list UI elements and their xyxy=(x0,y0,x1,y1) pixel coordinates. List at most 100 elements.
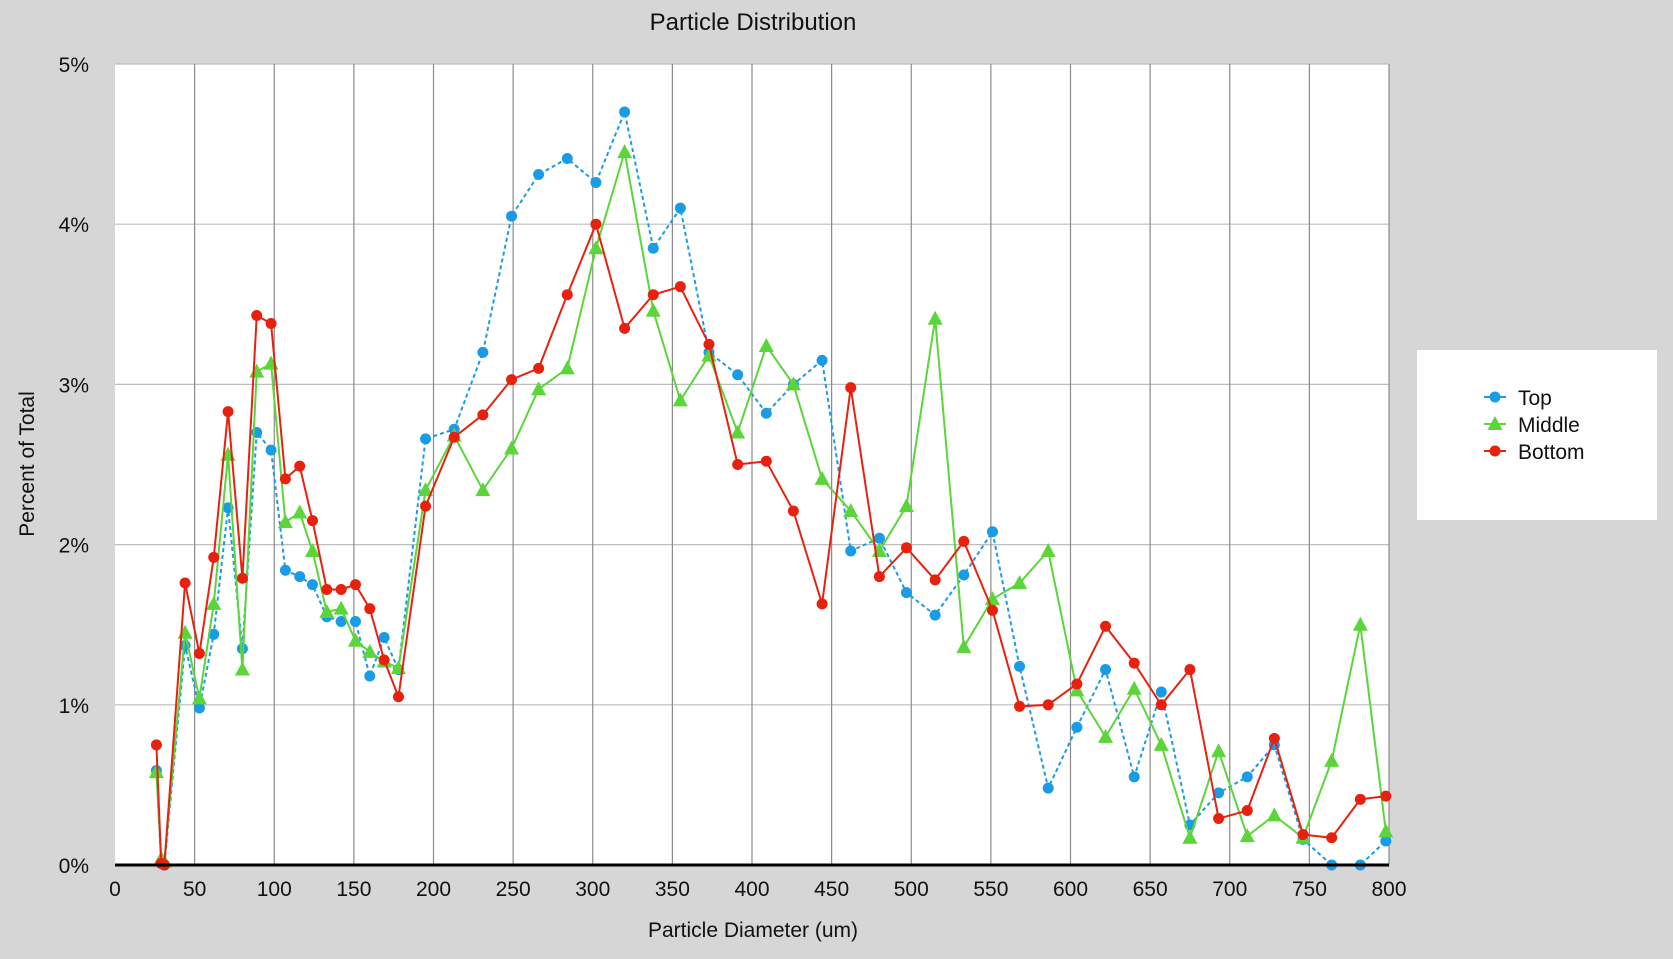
data-point-top xyxy=(590,177,602,189)
data-point-middle xyxy=(191,690,207,705)
legend-marker-top xyxy=(1489,391,1501,403)
data-point-bottom xyxy=(279,473,291,485)
x-tick-label: 150 xyxy=(336,878,371,901)
x-tick-label: 250 xyxy=(496,878,531,901)
data-point-middle xyxy=(1378,823,1394,838)
data-point-bottom xyxy=(845,382,857,394)
data-point-bottom xyxy=(590,218,602,230)
data-point-bottom xyxy=(703,338,715,350)
data-point-bottom xyxy=(364,603,376,615)
data-point-top xyxy=(873,532,885,544)
data-point-bottom xyxy=(306,515,318,527)
axis-ticks: 0% 1% 2% 3% 4% 5% 0 50 100 150 200 250 300 350 400 450 5… xyxy=(59,54,1407,901)
legend-box xyxy=(1417,350,1657,520)
data-point-top xyxy=(929,609,941,621)
data-point-middle xyxy=(333,600,349,615)
data-point-top xyxy=(1100,664,1112,676)
data-point-bottom xyxy=(392,691,404,703)
data-point-top xyxy=(561,153,573,165)
data-point-middle xyxy=(645,302,661,317)
data-point-middle xyxy=(418,482,434,497)
data-point-bottom xyxy=(349,579,361,591)
data-point-middle xyxy=(362,643,378,658)
data-point-middle xyxy=(277,514,293,529)
data-point-top xyxy=(349,615,361,627)
data-point-bottom xyxy=(533,362,545,374)
data-point-bottom xyxy=(150,739,162,751)
data-point-bottom xyxy=(1380,790,1392,802)
x-tick-label: 650 xyxy=(1133,878,1168,901)
data-point-top xyxy=(760,407,772,419)
data-point-bottom xyxy=(251,310,263,322)
data-point-bottom xyxy=(1354,793,1366,805)
data-point-middle xyxy=(1352,616,1368,631)
data-point-bottom xyxy=(1042,699,1054,711)
data-point-bottom xyxy=(506,374,518,386)
data-point-middle xyxy=(843,502,859,517)
x-tick-label: 750 xyxy=(1292,878,1327,901)
y-tick-label: 1% xyxy=(59,695,89,718)
data-point-top xyxy=(294,571,306,583)
data-point-bottom xyxy=(378,654,390,666)
x-tick-label: 500 xyxy=(894,878,929,901)
data-point-middle xyxy=(1324,752,1340,767)
data-point-middle xyxy=(206,595,222,610)
legend-marker-bottom xyxy=(1489,445,1501,457)
data-point-bottom xyxy=(732,459,744,470)
data-point-bottom xyxy=(448,431,460,443)
data-point-middle xyxy=(785,376,801,391)
x-tick-label: 600 xyxy=(1053,878,1088,901)
x-axis-label: Particle Diameter (um) xyxy=(648,919,858,942)
data-point-bottom xyxy=(929,574,941,586)
data-point-middle xyxy=(504,440,520,455)
legend-label-middle: Middle xyxy=(1518,414,1580,437)
legend-item-top: Top xyxy=(1484,387,1552,410)
data-point-top xyxy=(506,210,518,222)
data-point-bottom xyxy=(1128,657,1140,669)
data-point-bottom xyxy=(1071,678,1083,690)
x-tick-label: 800 xyxy=(1371,878,1406,901)
data-point-middle xyxy=(1182,829,1198,844)
data-point-bottom xyxy=(335,583,347,595)
data-point-bottom xyxy=(477,409,489,421)
data-point-top xyxy=(1380,835,1392,847)
data-point-top xyxy=(533,169,545,181)
data-point-bottom xyxy=(1213,813,1225,825)
data-point-top xyxy=(265,444,277,456)
data-point-top xyxy=(619,106,631,118)
data-point-top xyxy=(279,564,291,576)
data-point-middle xyxy=(292,504,308,519)
data-point-top xyxy=(986,526,998,538)
data-point-bottom xyxy=(816,598,828,610)
data-point-middle xyxy=(234,661,250,676)
data-point-middle xyxy=(531,381,547,396)
data-point-top xyxy=(306,579,318,591)
data-point-bottom xyxy=(760,455,772,467)
data-point-bottom xyxy=(674,281,686,293)
data-point-bottom xyxy=(1297,829,1309,841)
data-point-middle xyxy=(1153,736,1169,751)
data-point-top xyxy=(647,242,659,254)
data-point-top xyxy=(900,587,912,599)
data-point-top xyxy=(208,628,220,640)
data-point-middle xyxy=(758,337,774,352)
data-point-middle xyxy=(956,639,972,654)
series-bottom xyxy=(150,218,1392,871)
y-axis-label: Percent of Total xyxy=(16,391,39,537)
data-point-bottom xyxy=(873,571,885,583)
legend-item-bottom: Bottom xyxy=(1484,441,1585,464)
data-point-middle xyxy=(1012,575,1028,590)
data-point-bottom xyxy=(647,289,659,301)
data-point-bottom xyxy=(619,322,631,334)
y-tick-label: 5% xyxy=(59,54,89,77)
data-point-bottom xyxy=(986,604,998,616)
x-tick-label: 450 xyxy=(814,878,849,901)
data-point-bottom xyxy=(1155,699,1167,711)
data-point-middle xyxy=(672,392,688,407)
data-point-middle xyxy=(588,240,604,255)
data-point-bottom xyxy=(236,572,248,584)
data-point-middle xyxy=(148,764,164,779)
data-point-bottom xyxy=(1014,700,1026,712)
data-point-bottom xyxy=(420,500,432,512)
